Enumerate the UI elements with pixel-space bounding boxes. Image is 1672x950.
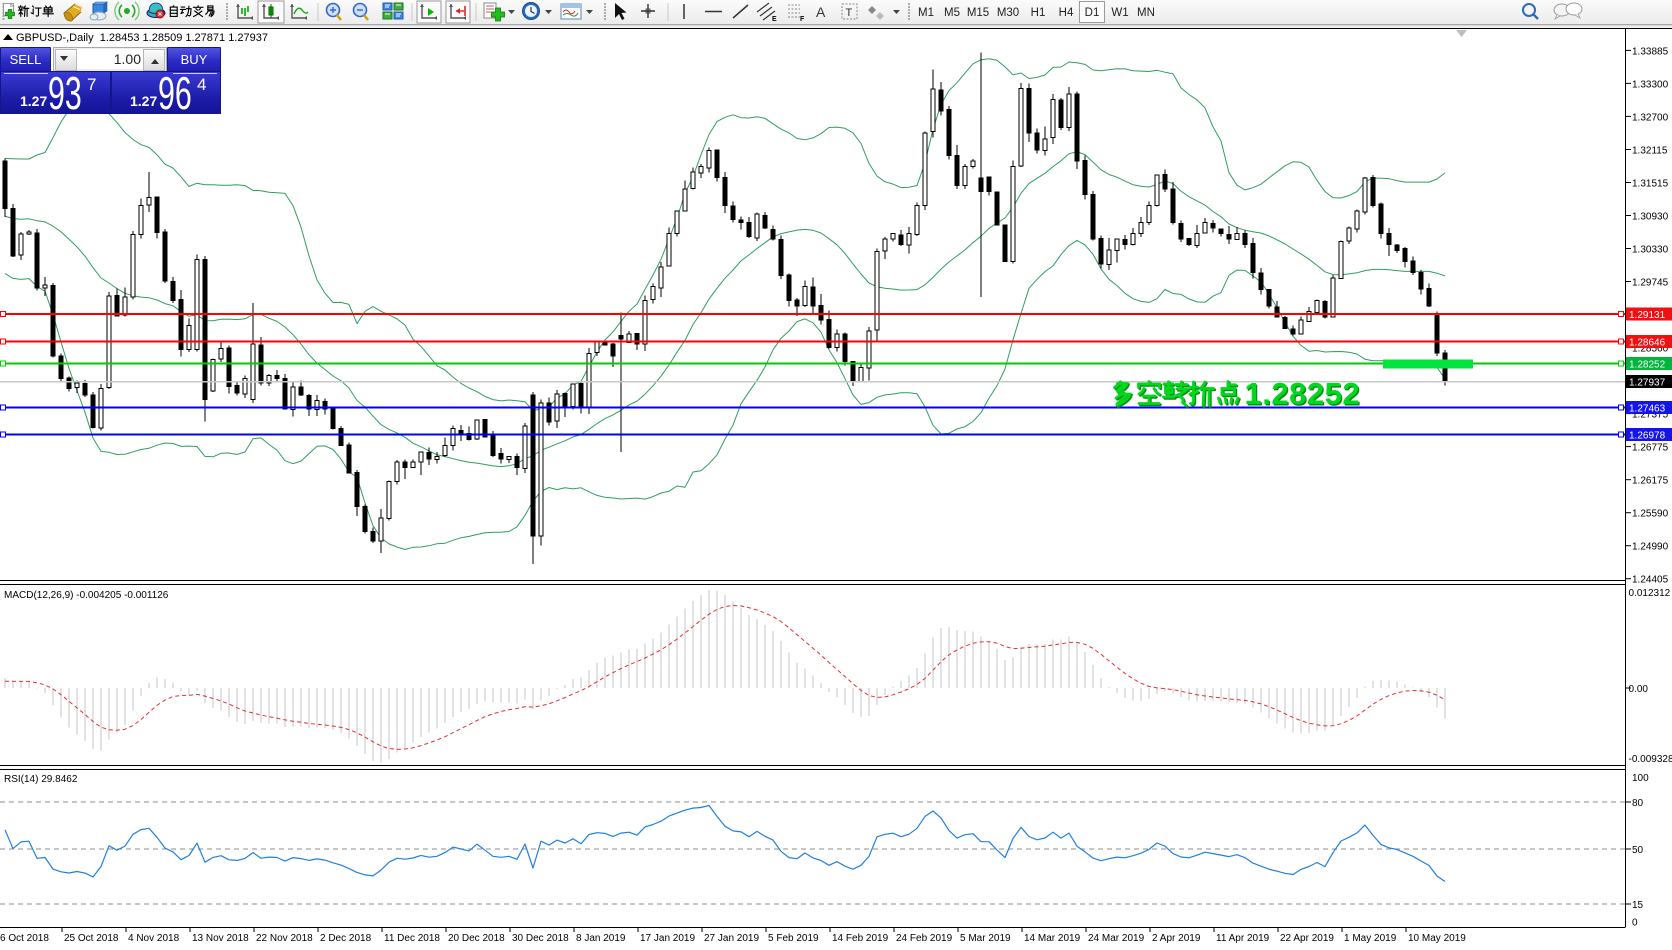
svg-text:24 Feb 2019: 24 Feb 2019 xyxy=(896,933,953,944)
svg-text:20 Dec 2018: 20 Dec 2018 xyxy=(448,933,505,944)
svg-text:50: 50 xyxy=(1632,845,1644,856)
svg-text:2 Dec 2018: 2 Dec 2018 xyxy=(320,933,372,944)
svg-text:M5: M5 xyxy=(944,7,960,19)
svg-text:10 May 2019: 10 May 2019 xyxy=(1408,933,1466,944)
svg-text:1.30330: 1.30330 xyxy=(1632,245,1669,256)
svg-text:1 May 2019: 1 May 2019 xyxy=(1344,933,1397,944)
svg-text:13 Nov 2018: 13 Nov 2018 xyxy=(192,933,249,944)
svg-text:5 Mar 2019: 5 Mar 2019 xyxy=(960,933,1011,944)
svg-text:M1: M1 xyxy=(918,7,934,19)
svg-text:1.28252: 1.28252 xyxy=(1629,360,1666,371)
svg-text:24 Mar 2019: 24 Mar 2019 xyxy=(1088,933,1145,944)
svg-text:6 Oct 2018: 6 Oct 2018 xyxy=(0,933,49,944)
svg-text:0.00: 0.00 xyxy=(1629,684,1649,695)
svg-text:1.26978: 1.26978 xyxy=(1629,431,1666,442)
svg-text:H4: H4 xyxy=(1059,7,1074,19)
svg-text:1.30930: 1.30930 xyxy=(1632,212,1669,223)
svg-text:14 Feb 2019: 14 Feb 2019 xyxy=(832,933,889,944)
svg-text:30 Dec 2018: 30 Dec 2018 xyxy=(512,933,569,944)
svg-text:11 Dec 2018: 11 Dec 2018 xyxy=(384,933,440,944)
svg-text:1.29131: 1.29131 xyxy=(1629,310,1666,321)
svg-text:1.27463: 1.27463 xyxy=(1629,404,1666,415)
svg-text:1.33885: 1.33885 xyxy=(1632,46,1669,57)
svg-text:100: 100 xyxy=(1632,773,1649,784)
svg-text:-0.009328: -0.009328 xyxy=(1629,754,1672,765)
svg-text:1.32115: 1.32115 xyxy=(1632,146,1668,157)
svg-text:1.27375: 1.27375 xyxy=(1632,410,1669,421)
svg-text:D1: D1 xyxy=(1085,7,1100,19)
svg-text:MN: MN xyxy=(1137,7,1155,19)
svg-text:1.33300: 1.33300 xyxy=(1632,79,1669,90)
svg-text:80: 80 xyxy=(1632,798,1644,809)
svg-text:1.27937: 1.27937 xyxy=(1629,378,1666,389)
svg-text:1.26175: 1.26175 xyxy=(1632,476,1669,487)
svg-text:1.24990: 1.24990 xyxy=(1632,542,1669,553)
svg-text:T: T xyxy=(846,7,853,19)
svg-text:2 Apr 2019: 2 Apr 2019 xyxy=(1152,933,1201,944)
svg-text:E: E xyxy=(772,16,777,23)
svg-text:GBPUSD-,Daily 1.28453 1.28509: GBPUSD-,Daily 1.28453 1.28509 1.27871 1.… xyxy=(16,32,268,44)
svg-text:1.25590: 1.25590 xyxy=(1632,509,1669,520)
svg-text:11 Apr 2019: 11 Apr 2019 xyxy=(1216,933,1270,944)
svg-text:1.29745: 1.29745 xyxy=(1632,278,1669,289)
svg-text:5 Feb 2019: 5 Feb 2019 xyxy=(768,933,819,944)
svg-text:1.26775: 1.26775 xyxy=(1632,443,1669,454)
svg-text:17 Jan 2019: 17 Jan 2019 xyxy=(640,933,695,944)
svg-text:15: 15 xyxy=(1632,900,1644,911)
svg-text:25 Oct 2018: 25 Oct 2018 xyxy=(64,933,119,944)
svg-text:1.24405: 1.24405 xyxy=(1632,575,1669,586)
svg-text:1.28560: 1.28560 xyxy=(1632,344,1669,355)
svg-text:F: F xyxy=(800,16,805,23)
svg-text:RSI(14) 29.8462: RSI(14) 29.8462 xyxy=(4,774,78,785)
svg-text:4 Nov 2018: 4 Nov 2018 xyxy=(128,933,180,944)
svg-text:22 Apr 2019: 22 Apr 2019 xyxy=(1280,933,1334,944)
svg-text:M15: M15 xyxy=(967,7,989,19)
svg-text:22 Nov 2018: 22 Nov 2018 xyxy=(256,933,313,944)
svg-text:1.28252: 1.28252 xyxy=(1245,376,1361,411)
svg-text:M30: M30 xyxy=(997,7,1019,19)
svg-text:1.31515: 1.31515 xyxy=(1632,179,1669,190)
svg-text:27 Jan 2019: 27 Jan 2019 xyxy=(704,933,759,944)
svg-text:A: A xyxy=(816,4,826,20)
svg-text:8 Jan 2019: 8 Jan 2019 xyxy=(576,933,626,944)
svg-text:1.28252: 1.28252 xyxy=(1246,378,1362,413)
svg-text:1.32700: 1.32700 xyxy=(1632,112,1669,123)
svg-text:1.28646: 1.28646 xyxy=(1629,338,1666,349)
svg-text:MACD(12,26,9) -0.004205 -0.001: MACD(12,26,9) -0.004205 -0.001126 xyxy=(4,590,169,601)
svg-text:0.012312: 0.012312 xyxy=(1629,588,1671,599)
svg-text:H1: H1 xyxy=(1031,7,1046,19)
svg-text:0: 0 xyxy=(1632,918,1638,929)
svg-text:W1: W1 xyxy=(1111,7,1128,19)
svg-text:14 Mar 2019: 14 Mar 2019 xyxy=(1024,933,1081,944)
